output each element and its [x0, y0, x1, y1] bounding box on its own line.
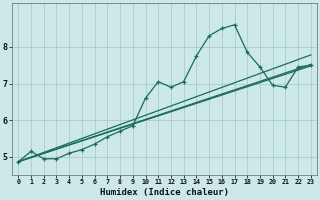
- X-axis label: Humidex (Indice chaleur): Humidex (Indice chaleur): [100, 188, 229, 197]
